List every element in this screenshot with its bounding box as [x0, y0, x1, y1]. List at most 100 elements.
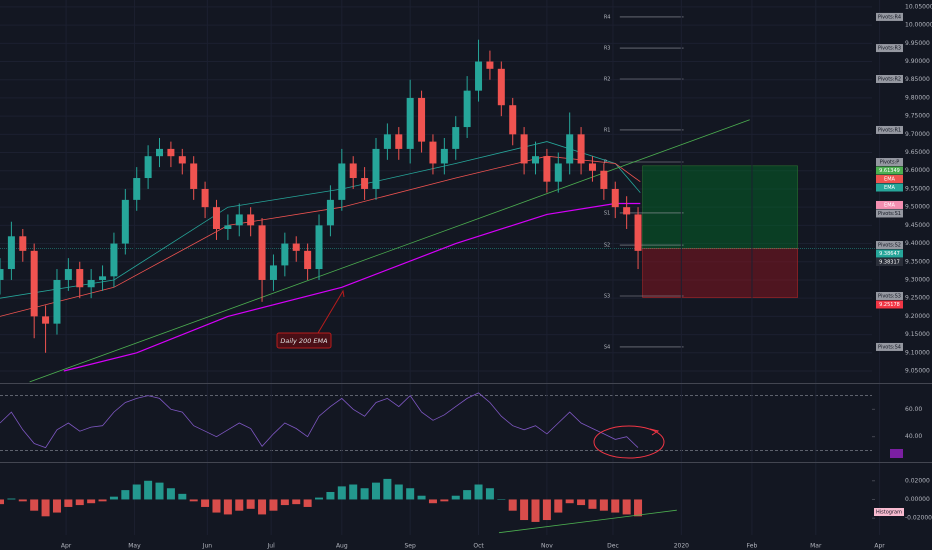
histogram-bar [451, 495, 460, 500]
histogram-bar [349, 484, 358, 500]
histogram-bar [212, 499, 221, 513]
y-tick-label: 9.40000 [905, 240, 930, 247]
candle-body [395, 134, 403, 149]
candle-body [315, 225, 323, 270]
histogram-bar [394, 484, 403, 500]
annotation-arrow [317, 289, 345, 334]
pivot-name: S3 [604, 293, 610, 299]
axis-label-box [876, 241, 903, 250]
rsi-badge [890, 449, 903, 458]
axis-label-box [876, 209, 903, 218]
histogram-bar [235, 499, 244, 511]
axis-label-box [876, 44, 903, 53]
candle-body [497, 68, 505, 106]
candle-body [258, 225, 266, 280]
axis-label: EMA [884, 185, 895, 191]
histogram-bar [599, 499, 608, 511]
candle-body [361, 178, 369, 189]
axis-label: 9.61349 [879, 168, 900, 174]
pivot-name: P [604, 160, 607, 166]
histogram-bar [155, 482, 164, 500]
indicator-line [0, 141, 641, 299]
x-tick-label: Oct [473, 543, 484, 550]
candle-body [486, 61, 494, 69]
y-tick-label: 9.25000 [905, 295, 930, 302]
axis-label: Pivots:R2 [878, 77, 901, 83]
histogram-bar [30, 499, 39, 511]
candle-body [463, 90, 471, 128]
histogram-bar [622, 499, 631, 515]
candle-body [144, 156, 152, 179]
candle-body [42, 316, 50, 324]
y-tick-label: 9.65000 [905, 149, 930, 156]
y-tick-label: 9.90000 [905, 58, 930, 65]
stop-zone [642, 248, 798, 298]
candle-body [292, 243, 300, 251]
histogram-bar [178, 493, 187, 500]
candle-body [190, 163, 198, 189]
x-tick-label: Sep [405, 543, 417, 550]
axis-label: Pivots:R1 [878, 127, 901, 133]
candle-body [623, 207, 631, 215]
candle-body [247, 214, 255, 226]
highlight-ellipse [593, 425, 665, 459]
axis-label: Pivots:S3 [878, 293, 901, 299]
histogram-bar [554, 499, 563, 513]
candle-body [0, 269, 4, 280]
y-tick-label: 9.45000 [905, 222, 930, 229]
x-tick-label: 2020 [674, 543, 689, 550]
indicator-line [29, 119, 750, 383]
pivot-name: R3 [604, 46, 611, 52]
candle-body [121, 199, 129, 244]
annotation-box [276, 332, 332, 349]
candle-body [269, 265, 277, 280]
histogram-bar [132, 484, 141, 500]
candle-body [383, 134, 391, 149]
candle-body [372, 148, 380, 189]
histogram-bar [64, 499, 73, 507]
candle-body [87, 279, 95, 288]
candle-body [133, 178, 141, 200]
axis-label: 9.38647 [879, 251, 900, 257]
histogram-bar [189, 499, 198, 502]
y-tick-label: 10.00000 [905, 22, 932, 29]
axis-label: EMA [884, 177, 895, 183]
axis-label-box [876, 125, 903, 134]
background-layer [0, 0, 902, 535]
series-label-box [874, 508, 904, 516]
x-tick-label: Jun [202, 543, 213, 550]
candle-body [53, 279, 61, 324]
y-tick-label: 9.10000 [905, 349, 930, 356]
axis-label-box [876, 300, 903, 309]
pivot-name: R4 [604, 14, 611, 20]
x-tick-label: Aug [336, 543, 348, 550]
histogram-bar [611, 499, 620, 513]
histogram-bar [258, 499, 267, 515]
candle-body [588, 163, 596, 171]
histogram-bar [531, 499, 540, 522]
axis-label-box [876, 158, 903, 167]
histogram-bar [201, 499, 210, 507]
pivot-name: S4 [604, 344, 610, 350]
histogram-bar [542, 499, 551, 521]
axis-label-box [876, 12, 903, 21]
axis-label-box [876, 200, 903, 209]
annotation-text: Daily 200 EMA [280, 337, 327, 345]
candle-body [281, 243, 289, 266]
candle-body [440, 148, 448, 164]
pivot-name: S2 [604, 243, 610, 249]
y-tick-label: 9.70000 [905, 131, 930, 138]
axis-label-box [876, 249, 903, 258]
histogram-bar [109, 496, 118, 500]
y-tick-label: 60.00 [905, 406, 922, 413]
candle-body [611, 188, 619, 208]
candle-body [406, 97, 414, 149]
candle-body [554, 163, 562, 182]
y-tick-label: 40.00 [905, 433, 922, 440]
histogram-bar [428, 499, 437, 504]
series-label: Histogram [876, 510, 902, 516]
histogram-bar [520, 499, 529, 521]
axis-label: Pivots:R4 [878, 14, 901, 20]
